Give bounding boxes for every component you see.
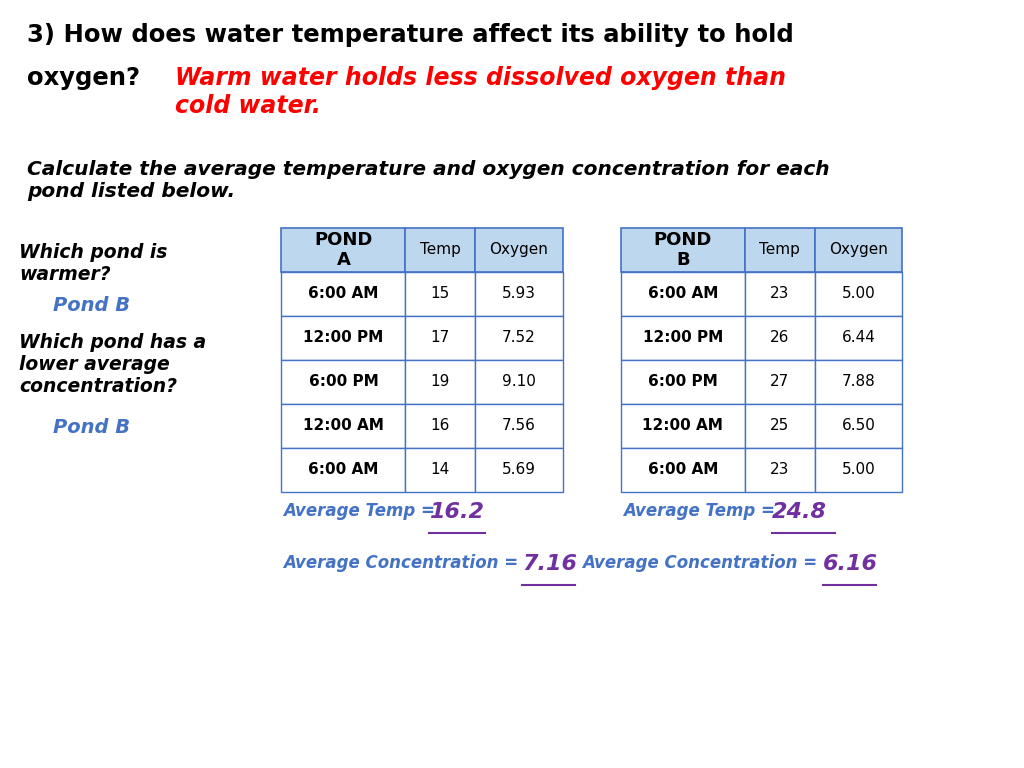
Text: POND
B: POND B <box>653 230 712 270</box>
Bar <box>621 448 744 492</box>
Text: 6.16: 6.16 <box>822 554 878 574</box>
Text: Temp: Temp <box>420 243 461 257</box>
Bar <box>621 272 744 316</box>
Bar <box>282 228 406 272</box>
Bar <box>744 404 815 448</box>
Text: Oxygen: Oxygen <box>489 243 549 257</box>
Bar <box>815 316 902 360</box>
Bar <box>744 316 815 360</box>
Text: Temp: Temp <box>760 243 801 257</box>
Text: Oxygen: Oxygen <box>829 243 888 257</box>
Bar <box>475 360 562 404</box>
Bar <box>475 316 562 360</box>
Text: oxygen?: oxygen? <box>28 66 140 90</box>
Text: 7.56: 7.56 <box>502 419 536 433</box>
Text: Average Temp =: Average Temp = <box>623 502 780 520</box>
Text: 15: 15 <box>431 286 450 302</box>
Bar <box>744 272 815 316</box>
Text: Which pond is
warmer?: Which pond is warmer? <box>19 243 168 284</box>
Bar <box>815 448 902 492</box>
Text: 12:00 AM: 12:00 AM <box>303 419 384 433</box>
Text: 6:00 PM: 6:00 PM <box>648 375 718 389</box>
Bar <box>406 228 475 272</box>
Bar <box>282 448 406 492</box>
Text: Average Concentration =: Average Concentration = <box>284 554 524 572</box>
Text: Average Temp =: Average Temp = <box>284 502 441 520</box>
Bar <box>475 228 562 272</box>
Text: 25: 25 <box>770 419 790 433</box>
Text: 5.00: 5.00 <box>842 286 876 302</box>
Bar <box>406 272 475 316</box>
Bar <box>282 272 406 316</box>
Text: 6:00 AM: 6:00 AM <box>308 462 379 478</box>
Text: 24.8: 24.8 <box>772 502 827 522</box>
Bar <box>744 448 815 492</box>
Bar <box>282 316 406 360</box>
Bar <box>406 360 475 404</box>
Bar <box>744 228 815 272</box>
Text: 7.88: 7.88 <box>842 375 876 389</box>
Bar <box>621 316 744 360</box>
Text: 6:00 PM: 6:00 PM <box>308 375 378 389</box>
Text: 7.16: 7.16 <box>522 554 577 574</box>
Text: Pond B: Pond B <box>53 296 130 315</box>
Text: 5.93: 5.93 <box>502 286 536 302</box>
Text: 27: 27 <box>770 375 790 389</box>
Bar <box>475 448 562 492</box>
Text: 12:00 AM: 12:00 AM <box>642 419 723 433</box>
Text: 5.00: 5.00 <box>842 462 876 478</box>
Text: 9.10: 9.10 <box>502 375 536 389</box>
Text: 6:00 AM: 6:00 AM <box>648 462 718 478</box>
Bar <box>621 228 744 272</box>
Bar <box>282 404 406 448</box>
Text: Pond B: Pond B <box>53 418 130 437</box>
Text: 6:00 AM: 6:00 AM <box>648 286 718 302</box>
Text: 7.52: 7.52 <box>502 330 536 346</box>
Bar <box>406 316 475 360</box>
Text: Calculate the average temperature and oxygen concentration for each
pond listed : Calculate the average temperature and ox… <box>28 160 829 201</box>
Text: POND
A: POND A <box>314 230 373 270</box>
Text: 3) How does water temperature affect its ability to hold: 3) How does water temperature affect its… <box>28 23 794 47</box>
Text: 14: 14 <box>431 462 450 478</box>
Text: 19: 19 <box>431 375 451 389</box>
Bar <box>282 360 406 404</box>
Text: 12:00 PM: 12:00 PM <box>303 330 384 346</box>
Bar <box>815 228 902 272</box>
Text: 12:00 PM: 12:00 PM <box>643 330 723 346</box>
Bar <box>475 404 562 448</box>
Bar <box>815 404 902 448</box>
Text: Average Concentration =: Average Concentration = <box>582 554 823 572</box>
Text: 17: 17 <box>431 330 450 346</box>
Text: Warm water holds less dissolved oxygen than
cold water.: Warm water holds less dissolved oxygen t… <box>175 66 785 118</box>
Bar <box>406 404 475 448</box>
Text: 23: 23 <box>770 286 790 302</box>
Bar <box>744 360 815 404</box>
Text: 5.69: 5.69 <box>502 462 536 478</box>
Text: Which pond has a
lower average
concentration?: Which pond has a lower average concentra… <box>19 333 207 396</box>
Text: 26: 26 <box>770 330 790 346</box>
Text: 23: 23 <box>770 462 790 478</box>
Bar <box>815 272 902 316</box>
Text: 6.44: 6.44 <box>842 330 876 346</box>
Bar <box>406 448 475 492</box>
Bar <box>621 360 744 404</box>
Bar <box>475 272 562 316</box>
Text: 16.2: 16.2 <box>429 502 483 522</box>
Text: 6.50: 6.50 <box>842 419 876 433</box>
Bar <box>815 360 902 404</box>
Text: 6:00 AM: 6:00 AM <box>308 286 379 302</box>
Bar <box>621 404 744 448</box>
Text: 16: 16 <box>431 419 451 433</box>
